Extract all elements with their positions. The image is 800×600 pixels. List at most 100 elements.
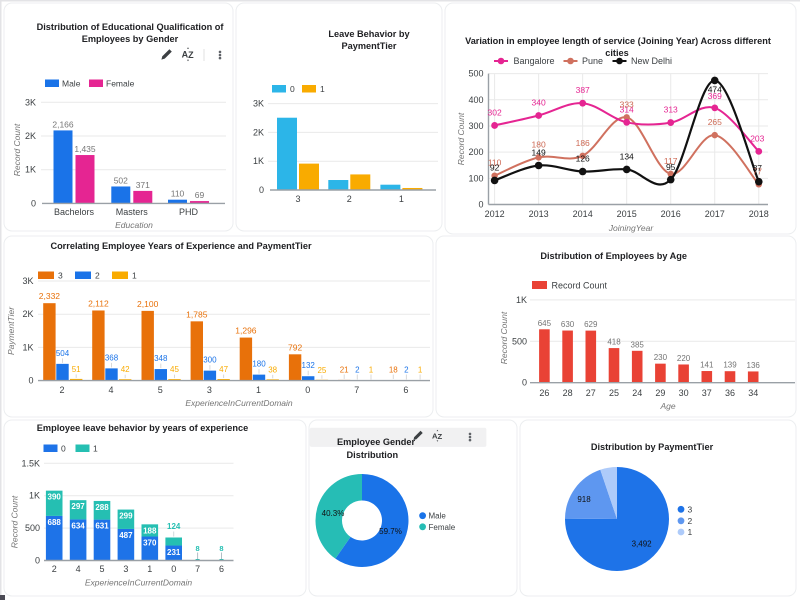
svg-text:1K: 1K bbox=[29, 491, 40, 501]
svg-text:3K: 3K bbox=[22, 276, 33, 286]
svg-text:PaymentTier: PaymentTier bbox=[342, 41, 397, 51]
svg-text:Leave Behavior by: Leave Behavior by bbox=[328, 29, 410, 39]
svg-text:27: 27 bbox=[586, 388, 596, 398]
svg-text:Record Count: Record Count bbox=[552, 281, 608, 291]
svg-text:ExperienceInCurrentDomain: ExperienceInCurrentDomain bbox=[85, 578, 193, 588]
svg-text:2013: 2013 bbox=[529, 209, 549, 219]
svg-text:2,112: 2,112 bbox=[88, 299, 109, 309]
svg-text:47: 47 bbox=[219, 365, 228, 374]
svg-text:69: 69 bbox=[195, 190, 205, 200]
svg-text:0: 0 bbox=[259, 185, 264, 195]
svg-text:141: 141 bbox=[700, 361, 714, 370]
svg-text:Employee Gender: Employee Gender bbox=[337, 437, 416, 447]
svg-text:3: 3 bbox=[688, 504, 693, 514]
svg-text:4: 4 bbox=[108, 385, 113, 395]
svg-text:0: 0 bbox=[61, 444, 66, 454]
svg-text:230: 230 bbox=[654, 353, 668, 362]
svg-text:369: 369 bbox=[708, 91, 722, 101]
svg-text:30: 30 bbox=[679, 388, 689, 398]
svg-text:1: 1 bbox=[147, 564, 152, 574]
svg-text:288: 288 bbox=[95, 503, 109, 512]
svg-text:7: 7 bbox=[195, 564, 200, 574]
svg-text:200: 200 bbox=[468, 147, 483, 157]
svg-text:645: 645 bbox=[538, 319, 552, 328]
svg-text:Bachelors: Bachelors bbox=[54, 207, 95, 217]
svg-text:A: A bbox=[182, 50, 189, 60]
svg-text:2: 2 bbox=[95, 271, 100, 281]
svg-text:385: 385 bbox=[631, 340, 645, 349]
svg-text:136: 136 bbox=[747, 361, 761, 370]
svg-text:Employees by Gender: Employees by Gender bbox=[82, 34, 179, 44]
svg-text:Record Count: Record Count bbox=[10, 495, 20, 548]
svg-text:629: 629 bbox=[584, 320, 598, 329]
svg-text:186: 186 bbox=[576, 138, 590, 148]
svg-text:59.7%: 59.7% bbox=[379, 527, 402, 536]
svg-text:100: 100 bbox=[468, 173, 483, 183]
svg-text:51: 51 bbox=[72, 365, 81, 374]
svg-text:Distribution: Distribution bbox=[347, 450, 399, 460]
svg-text:Employee leave behavior by yea: Employee leave behavior by years of expe… bbox=[37, 423, 248, 433]
svg-text:2012: 2012 bbox=[485, 209, 505, 219]
svg-text:0: 0 bbox=[290, 84, 295, 94]
svg-text:0: 0 bbox=[35, 556, 40, 566]
svg-text:2K: 2K bbox=[253, 127, 264, 137]
svg-text:Z: Z bbox=[188, 50, 194, 60]
svg-text:371: 371 bbox=[136, 180, 150, 190]
svg-text:Education: Education bbox=[115, 220, 153, 230]
svg-text:368: 368 bbox=[105, 353, 119, 362]
svg-text:314: 314 bbox=[620, 105, 634, 115]
svg-text:2: 2 bbox=[347, 194, 352, 204]
svg-text:28: 28 bbox=[563, 388, 573, 398]
svg-text:87: 87 bbox=[753, 163, 763, 173]
svg-text:180: 180 bbox=[252, 360, 266, 369]
svg-text:1: 1 bbox=[93, 444, 98, 454]
svg-text:34: 34 bbox=[748, 388, 758, 398]
svg-text:418: 418 bbox=[607, 338, 621, 347]
svg-text:0: 0 bbox=[31, 198, 36, 208]
svg-text:5: 5 bbox=[158, 385, 163, 395]
svg-text:2: 2 bbox=[404, 365, 409, 374]
svg-text:302: 302 bbox=[488, 107, 502, 117]
svg-text:1: 1 bbox=[688, 527, 693, 537]
svg-text:370: 370 bbox=[143, 539, 157, 548]
svg-text:37: 37 bbox=[702, 388, 712, 398]
svg-text:117: 117 bbox=[664, 156, 678, 166]
svg-text:Record Count: Record Count bbox=[456, 112, 466, 165]
svg-text:0: 0 bbox=[478, 200, 483, 210]
svg-text:0: 0 bbox=[171, 564, 176, 574]
svg-text:126: 126 bbox=[576, 154, 590, 164]
svg-text:6: 6 bbox=[219, 564, 224, 574]
svg-text:265: 265 bbox=[708, 117, 722, 127]
svg-text:110: 110 bbox=[171, 189, 185, 199]
svg-text:2,166: 2,166 bbox=[52, 119, 74, 129]
svg-text:333: 333 bbox=[620, 100, 634, 110]
svg-text:Masters: Masters bbox=[116, 207, 149, 217]
svg-text:1K: 1K bbox=[22, 342, 33, 352]
svg-text:124: 124 bbox=[167, 522, 181, 531]
svg-text:203: 203 bbox=[750, 134, 764, 144]
svg-text:26: 26 bbox=[539, 388, 549, 398]
svg-text:6: 6 bbox=[403, 385, 408, 395]
svg-text:1: 1 bbox=[320, 84, 325, 94]
svg-text:45: 45 bbox=[170, 365, 179, 374]
svg-text:188: 188 bbox=[143, 526, 157, 535]
svg-text:29: 29 bbox=[655, 388, 665, 398]
svg-text:Distribution of Educational Qu: Distribution of Educational Qualificatio… bbox=[37, 22, 225, 32]
svg-text:2K: 2K bbox=[25, 131, 36, 141]
svg-text:Record Count: Record Count bbox=[12, 123, 22, 176]
svg-text:3: 3 bbox=[295, 194, 300, 204]
svg-text:3K: 3K bbox=[25, 97, 36, 107]
svg-text:149: 149 bbox=[532, 148, 546, 158]
svg-text:390: 390 bbox=[48, 493, 62, 502]
svg-text:A: A bbox=[432, 432, 438, 441]
svg-text:1K: 1K bbox=[25, 165, 36, 175]
svg-text:634: 634 bbox=[71, 521, 85, 530]
svg-text:2,100: 2,100 bbox=[137, 299, 159, 309]
svg-text:Pune: Pune bbox=[582, 56, 603, 66]
svg-text:PHD: PHD bbox=[179, 207, 199, 217]
svg-text:Male: Male bbox=[429, 512, 447, 521]
svg-text:299: 299 bbox=[119, 512, 133, 521]
svg-text:0: 0 bbox=[305, 385, 310, 395]
svg-text:2: 2 bbox=[688, 516, 693, 526]
svg-text:PaymentTier: PaymentTier bbox=[6, 306, 16, 355]
